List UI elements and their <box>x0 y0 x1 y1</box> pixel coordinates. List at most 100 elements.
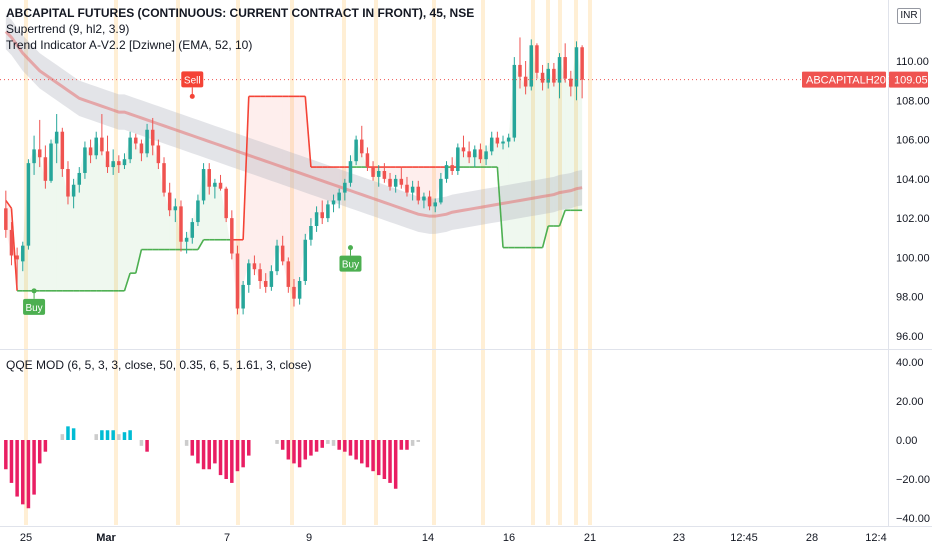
candle-18 <box>105 151 110 168</box>
qqe-bar-63 <box>360 440 364 464</box>
supertrend-fill-36 <box>209 182 215 240</box>
qqe-tick-1: 20.00 <box>896 396 924 408</box>
qqe-legend[interactable]: QQE MOD (6, 5, 3, 3, close, 50, 0.35, 6,… <box>6 358 312 372</box>
qqe-bar-43 <box>247 440 251 456</box>
candle-10 <box>60 131 65 170</box>
buy-signal-1-badge <box>23 298 46 315</box>
candle-15 <box>88 147 93 156</box>
qqe-bar-53 <box>303 440 308 460</box>
sell-signal-badge <box>181 71 204 88</box>
qqe-bar-49 <box>280 440 285 450</box>
price-tick-1: 98.00 <box>896 292 924 304</box>
symbol-tag-bg <box>802 71 886 88</box>
qqe-tick-2: 0.00 <box>896 435 917 447</box>
candle-71 <box>405 184 409 193</box>
supertrend-fill-97 <box>553 57 560 227</box>
candle-47 <box>269 271 274 287</box>
candle-54 <box>309 226 313 240</box>
buy-signal-1-dot <box>31 288 37 294</box>
qqe-bar-58 <box>331 440 336 446</box>
session-highlight-1 <box>114 0 118 525</box>
supertrend-fill-52 <box>299 96 306 281</box>
qqe-bar-70 <box>399 440 404 450</box>
x-tick-3: 9 <box>306 532 312 544</box>
supertrend-fill-48 <box>277 96 283 262</box>
session-highlight-9 <box>531 0 535 525</box>
supertrend-fill-81 <box>463 151 470 168</box>
supertrend-fill-23 <box>135 143 142 274</box>
session-highlight-6 <box>374 0 378 525</box>
qqe-tick-4: −40.00 <box>896 513 930 525</box>
candle-53 <box>303 239 308 281</box>
session-highlight-2 <box>176 0 180 525</box>
last-price-tag-bg <box>889 71 928 88</box>
qqe-bar-0 <box>4 440 8 470</box>
supertrend-fill-25 <box>147 129 153 250</box>
price-tick-4: 104.00 <box>896 174 930 186</box>
candle-98 <box>557 57 562 83</box>
candle-85 <box>484 151 488 160</box>
currency-badge[interactable]: INR <box>897 8 921 24</box>
qqe-bar-19 <box>111 430 115 440</box>
qqe-bar-56 <box>320 440 324 448</box>
qqe-bar-1 <box>9 440 14 483</box>
session-highlight-7 <box>432 0 436 525</box>
candle-42 <box>241 284 245 309</box>
x-tick-7: 23 <box>673 532 685 544</box>
qqe-bar-25 <box>145 440 149 452</box>
candle-62 <box>354 139 358 162</box>
candle-77 <box>439 178 443 203</box>
candle-0 <box>4 208 8 230</box>
candle-3 <box>21 245 25 262</box>
candle-8 <box>49 143 53 181</box>
candle-23 <box>134 137 138 144</box>
supertrend-fill-11 <box>67 184 74 291</box>
supertrend-fill-37 <box>214 182 221 240</box>
candle-101 <box>574 47 579 87</box>
candle-55 <box>314 212 319 226</box>
qqe-bar-55 <box>314 440 319 452</box>
supertrend-segment-87 <box>496 167 504 248</box>
candle-61 <box>348 161 353 183</box>
candle-31 <box>179 206 183 242</box>
candle-7 <box>43 157 48 181</box>
candle-44 <box>252 263 257 270</box>
supertrend-segment-53 <box>304 96 312 168</box>
supertrend-fill-99 <box>565 78 571 211</box>
candle-2 <box>15 255 19 260</box>
candle-29 <box>167 192 172 211</box>
qqe-bar-67 <box>382 440 387 479</box>
x-tick-6: 21 <box>584 532 596 544</box>
symbol-tag-label: ABCAPITALH2022 <box>806 75 898 87</box>
price-tick-2: 100.00 <box>896 252 930 264</box>
candle-69 <box>393 178 398 187</box>
supertrend-fill-95 <box>542 68 549 248</box>
candle-34 <box>196 200 200 223</box>
qqe-bar-62 <box>354 440 358 460</box>
supertrend-fill-15 <box>90 137 97 291</box>
session-highlight-11 <box>558 0 562 525</box>
candle-70 <box>399 178 404 185</box>
candle-82 <box>467 151 471 158</box>
qqe-bar-41 <box>235 440 240 472</box>
supertrend-fill-100 <box>570 47 577 211</box>
session-highlight-0 <box>24 0 28 525</box>
candle-16 <box>94 137 98 156</box>
price-tick-3: 102.00 <box>896 213 930 225</box>
candle-48 <box>275 245 279 272</box>
candle-11 <box>66 169 70 197</box>
buy-signal-2-dot <box>347 245 353 251</box>
candle-50 <box>286 261 291 287</box>
trend-indicator-legend[interactable]: Trend Indicator A-V2.2 [Dziwne] (EMA, 52… <box>6 38 253 52</box>
candle-68 <box>388 178 392 187</box>
qqe-bar-68 <box>388 440 392 483</box>
x-tick-2: 7 <box>224 532 230 544</box>
candle-72 <box>410 186 415 193</box>
qqe-bar-60 <box>343 440 347 452</box>
candle-99 <box>563 57 567 79</box>
supertrend-segment-21 <box>123 272 131 292</box>
supertrend-legend[interactable]: Supertrend (9, hl2, 3.9) <box>6 22 130 36</box>
qqe-bar-72 <box>410 440 415 446</box>
trend-ribbon <box>5 13 583 234</box>
